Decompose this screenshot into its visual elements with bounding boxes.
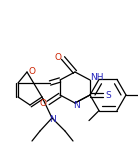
Text: N: N bbox=[73, 101, 79, 111]
Text: O: O bbox=[29, 68, 35, 76]
Text: O: O bbox=[55, 54, 62, 62]
Text: N: N bbox=[49, 114, 55, 124]
Text: NH: NH bbox=[90, 73, 104, 82]
Text: S: S bbox=[105, 90, 111, 100]
Text: O: O bbox=[39, 98, 47, 108]
